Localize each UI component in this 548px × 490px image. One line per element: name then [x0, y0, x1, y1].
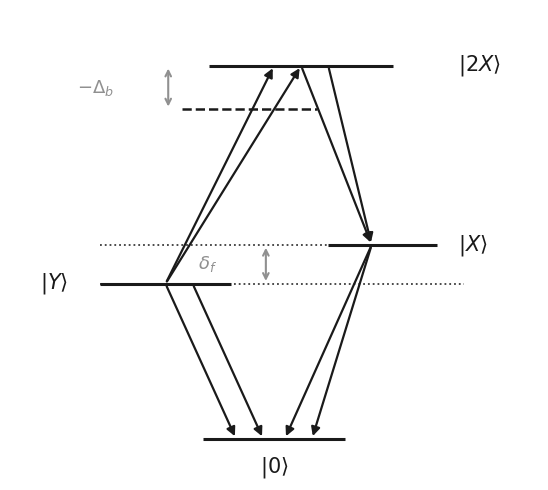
Text: $|Y\rangle$: $|Y\rangle$	[40, 271, 68, 296]
Text: $|2X\rangle$: $|2X\rangle$	[459, 53, 501, 78]
Text: $\delta_f$: $\delta_f$	[198, 254, 217, 274]
Text: $-\Delta_b$: $-\Delta_b$	[77, 77, 114, 98]
Text: $|0\rangle$: $|0\rangle$	[260, 455, 288, 480]
Text: $|X\rangle$: $|X\rangle$	[459, 232, 488, 258]
